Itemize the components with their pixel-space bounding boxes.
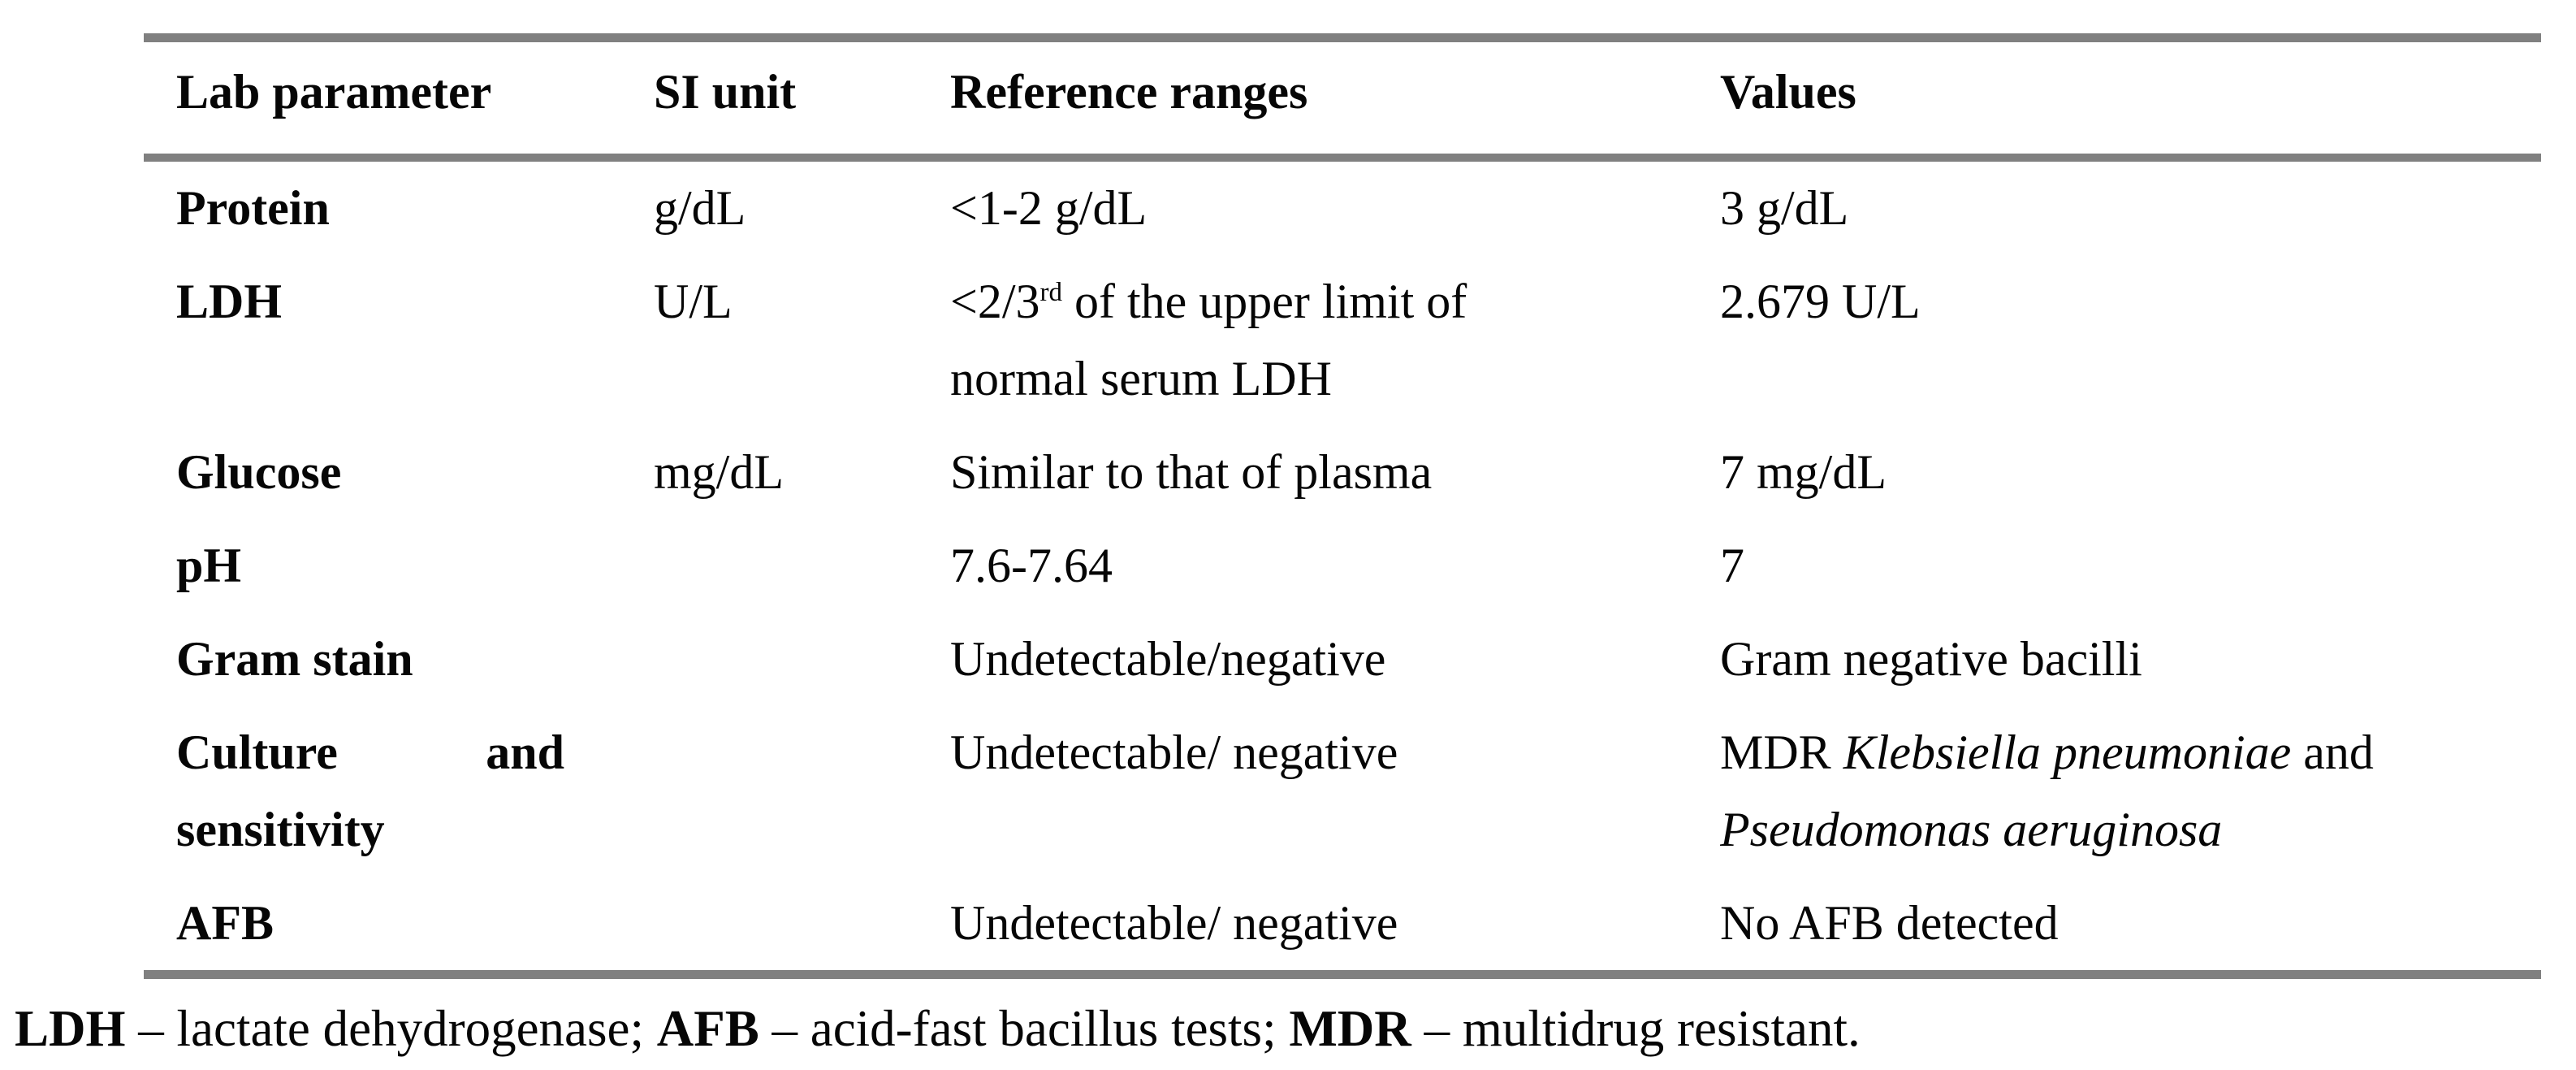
cell-reference: Similar to that of plasma <box>950 445 1433 499</box>
species-name: Klebsiella pneumoniae <box>1843 726 2292 779</box>
table-row-protein: Protein g/dL <1-2 g/dL 3 g/dL <box>144 158 2541 255</box>
cell-reference: Undetectable/negative <box>950 632 1386 686</box>
cell-si-unit <box>654 519 950 613</box>
cell-parameter: Protein <box>176 181 330 235</box>
cell-reference: <2/3rd of the upper limit of normal seru… <box>950 255 1720 426</box>
cell-parameter: Gram stain <box>176 632 413 686</box>
ordinal-superscript: rd <box>1039 278 1063 307</box>
value-text: MDR <box>1720 726 1843 779</box>
cell-si-unit <box>654 877 950 979</box>
cell-value: 2.679 U/L <box>1720 275 1921 328</box>
cell-parameter: AFB <box>144 877 654 979</box>
table-row-ldh: LDH U/L <2/3rd of the upper limit of nor… <box>144 255 2541 426</box>
table-body: Protein g/dL <1-2 g/dL 3 g/dL LDH U/L <2… <box>144 158 2541 979</box>
column-header-si-unit: SI unit <box>654 37 950 162</box>
table-row-gram-stain: Gram stain Undetectable/negative Gram ne… <box>144 613 2541 706</box>
cell-si-unit: U/L <box>654 275 733 328</box>
column-header-reference-ranges: Reference ranges <box>950 37 1720 162</box>
cell-parameter: Glucose <box>176 445 342 499</box>
cell-si-unit <box>654 613 950 706</box>
cell-reference: Undetectable/ negative <box>950 726 1398 779</box>
table-row-ph: pH 7.6-7.64 7 <box>144 519 2541 613</box>
footnote-text: – acid-fast bacillus tests; <box>759 1000 1290 1057</box>
cell-reference: Undetectable/ negative <box>950 877 1720 979</box>
cell-value: No AFB detected <box>1720 877 2541 979</box>
cell-si-unit: mg/dL <box>654 445 784 499</box>
column-header-lab-parameter: Lab parameter <box>144 37 654 162</box>
cell-value: 7 mg/dL <box>1720 445 1887 499</box>
cell-parameter: Culture and sensitivity <box>176 726 564 856</box>
species-name: Pseudomonas aeruginosa <box>1720 803 2223 856</box>
cell-value: 7 <box>1720 539 1744 592</box>
table-header: Lab parameter SI unit Reference ranges V… <box>144 37 2541 162</box>
abbreviation-ldh: LDH <box>15 1000 126 1057</box>
cell-parameter: LDH <box>176 275 283 328</box>
cell-parameter: pH <box>176 539 242 592</box>
table-row-afb: AFB Undetectable/ negative No AFB detect… <box>144 877 2541 979</box>
table-row-culture-sensitivity: Culture and sensitivity Undetectable/ ne… <box>144 706 2541 877</box>
reference-text: <2/3 <box>950 275 1040 328</box>
cell-si-unit: g/dL <box>654 181 746 235</box>
abbreviation-afb: AFB <box>656 1000 759 1057</box>
footnote-text: – multidrug resistant. <box>1411 1000 1861 1057</box>
footnote-text: – lactate dehydrogenase; <box>125 1000 657 1057</box>
cell-value: Gram negative bacilli <box>1720 632 2142 686</box>
header-row: Lab parameter SI unit Reference ranges V… <box>144 37 2541 162</box>
abbreviation-mdr: MDR <box>1289 1000 1411 1057</box>
column-header-values: Values <box>1720 37 2541 162</box>
cell-value: MDR Klebsiella pneumoniae and Pseudomona… <box>1720 706 2541 877</box>
cell-value: 3 g/dL <box>1720 181 1849 235</box>
table-footnote: LDH – lactate dehydrogenase; AFB – acid-… <box>15 996 1861 1061</box>
cell-reference: <1-2 g/dL <box>950 181 1148 235</box>
cell-reference: 7.6-7.64 <box>950 539 1113 592</box>
cell-si-unit <box>654 706 950 877</box>
lab-results-table: Lab parameter SI unit Reference ranges V… <box>144 33 2541 979</box>
value-text: and <box>2291 726 2374 779</box>
reference-text: of the upper limit of normal serum LDH <box>950 275 1467 405</box>
table-row-glucose: Glucose mg/dL Similar to that of plasma … <box>144 426 2541 519</box>
